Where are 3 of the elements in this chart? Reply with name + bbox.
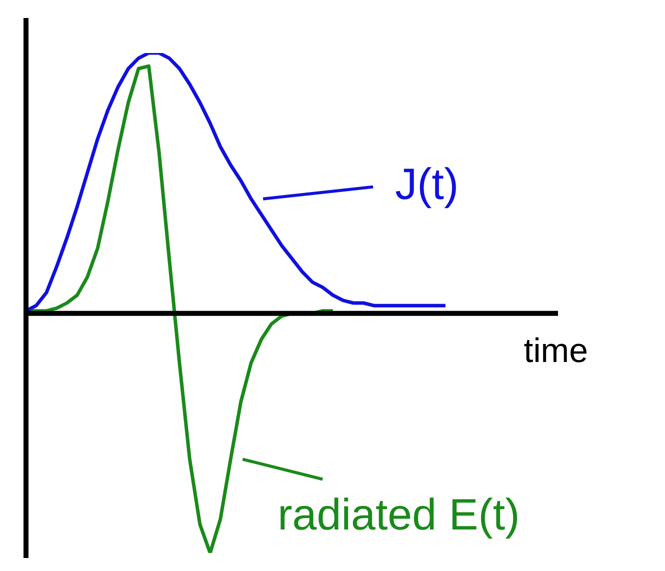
legend-label: J(t) [395,160,459,209]
series-label: radiated E(t) [278,490,520,540]
x-axis-title: time [524,332,588,370]
